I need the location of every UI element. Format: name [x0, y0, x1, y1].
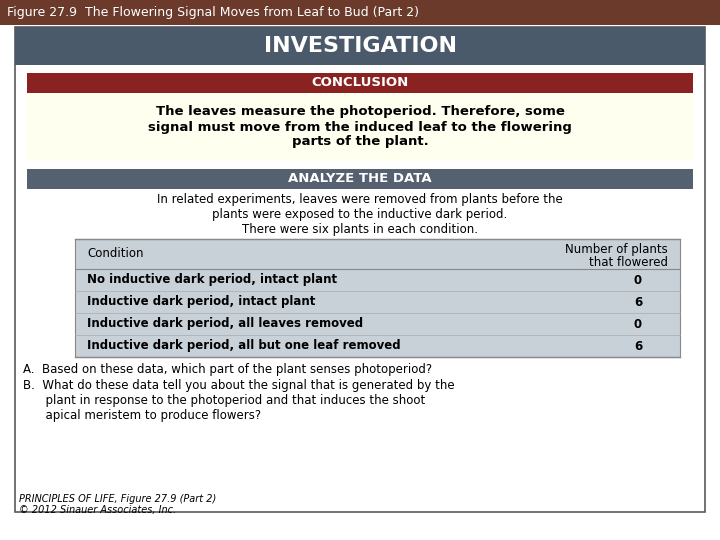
Text: ANALYZE THE DATA: ANALYZE THE DATA: [288, 172, 432, 186]
Text: Number of plants: Number of plants: [565, 243, 668, 256]
Text: that flowered: that flowered: [589, 256, 668, 269]
Text: Figure 27.9  The Flowering Signal Moves from Leaf to Bud (Part 2): Figure 27.9 The Flowering Signal Moves f…: [7, 6, 419, 19]
Text: 0: 0: [634, 273, 642, 287]
Text: Inductive dark period, all leaves removed: Inductive dark period, all leaves remove…: [87, 318, 363, 330]
Bar: [0, 0, 720, 25]
Bar: [27, 169, 693, 189]
Text: In related experiments, leaves were removed from plants before the
plants were e: In related experiments, leaves were remo…: [157, 193, 563, 236]
Text: Condition: Condition: [87, 247, 143, 260]
Bar: [15, 27, 705, 512]
Bar: [15, 27, 705, 65]
Text: 0: 0: [634, 318, 642, 330]
Text: No inductive dark period, intact plant: No inductive dark period, intact plant: [87, 273, 337, 287]
Text: The leaves measure the photoperiod. Therefore, some
signal must move from the in: The leaves measure the photoperiod. Ther…: [148, 105, 572, 148]
Text: B.  What do these data tell you about the signal that is generated by the
      : B. What do these data tell you about the…: [23, 379, 454, 422]
Text: © 2012 Sinauer Associates, Inc.: © 2012 Sinauer Associates, Inc.: [19, 505, 176, 515]
Text: 6: 6: [634, 295, 642, 308]
Bar: [75, 239, 680, 357]
Text: Inductive dark period, all but one leaf removed: Inductive dark period, all but one leaf …: [87, 340, 400, 353]
Text: PRINCIPLES OF LIFE, Figure 27.9 (Part 2): PRINCIPLES OF LIFE, Figure 27.9 (Part 2): [19, 494, 216, 504]
Text: CONCLUSION: CONCLUSION: [311, 77, 409, 90]
Text: 6: 6: [634, 340, 642, 353]
Bar: [27, 73, 693, 93]
Bar: [27, 93, 693, 161]
Text: Inductive dark period, intact plant: Inductive dark period, intact plant: [87, 295, 315, 308]
Text: INVESTIGATION: INVESTIGATION: [264, 36, 456, 56]
Text: A.  Based on these data, which part of the plant senses photoperiod?: A. Based on these data, which part of th…: [23, 363, 432, 376]
